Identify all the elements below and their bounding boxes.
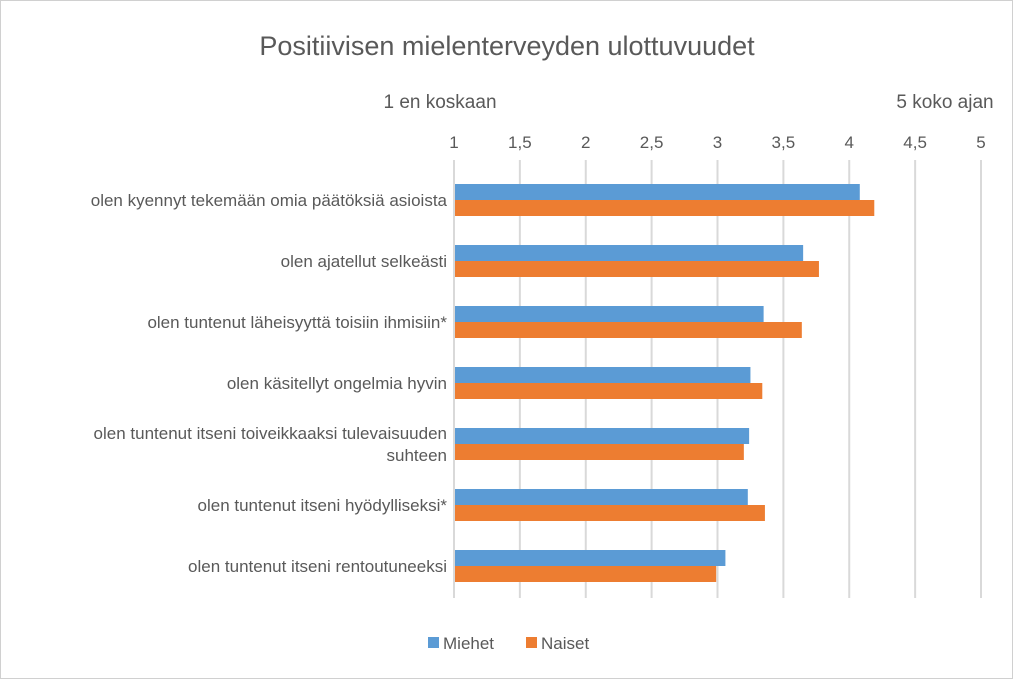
axis-annotation-left: 1 en koskaan: [383, 92, 496, 113]
legend-label-miehet: Miehet: [443, 634, 494, 653]
bar-naiset: [455, 261, 819, 277]
bar-naiset: [455, 322, 802, 338]
bar-miehet: [455, 428, 750, 444]
category-label: olen tuntenut itseni toiveikkaaksi tulev…: [94, 424, 447, 465]
tick-label: 3,5: [772, 133, 796, 152]
chart-title: Positiivisen mielenterveyden ulottuvuude…: [259, 31, 755, 61]
tick-label: 4,5: [903, 133, 927, 152]
bar-naiset: [455, 505, 765, 521]
category-label: olen tuntenut itseni rentoutuneeksi: [188, 557, 447, 576]
bar-naiset: [455, 444, 744, 460]
tick-label: 4: [845, 133, 854, 152]
category-label: olen tuntenut itseni hyödylliseksi*: [198, 496, 448, 515]
bar-miehet: [455, 489, 748, 505]
legend-label-naiset: Naiset: [541, 634, 589, 653]
legend-swatch-miehet: [428, 637, 439, 648]
category-label: olen käsitellyt ongelmia hyvin: [227, 374, 447, 393]
category-label: olen ajatellut selkeästi: [281, 252, 447, 271]
bar-miehet: [455, 184, 860, 200]
tick-label: 2: [581, 133, 590, 152]
bar-miehet: [455, 550, 726, 566]
category-label: olen tuntenut läheisyyttä toisiin ihmisi…: [147, 313, 447, 332]
legend-swatch-naiset: [526, 637, 537, 648]
axis-annotation-right: 5 koko ajan: [896, 92, 993, 113]
bar-miehet: [455, 306, 764, 322]
tick-label: 1,5: [508, 133, 532, 152]
tick-label: 2,5: [640, 133, 664, 152]
bar-miehet: [455, 245, 804, 261]
tick-label: 5: [976, 133, 985, 152]
bar-naiset: [455, 200, 875, 216]
bar-naiset: [455, 566, 717, 582]
tick-label: 3: [713, 133, 722, 152]
bar-naiset: [455, 383, 763, 399]
tick-label: 1: [449, 133, 458, 152]
bar-miehet: [455, 367, 751, 383]
category-label: olen kyennyt tekemään omia päätöksiä asi…: [91, 191, 448, 210]
